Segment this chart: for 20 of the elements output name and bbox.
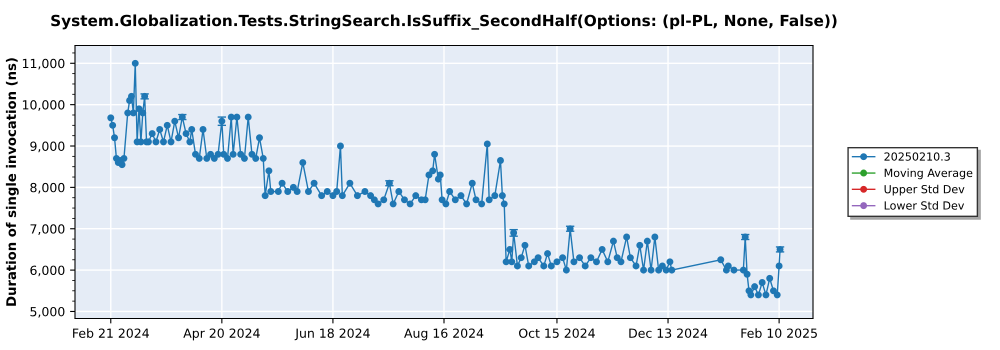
y-axis-title: Duration of single invocation (ns)	[6, 58, 19, 306]
y-tick-label: 7,000	[30, 224, 64, 235]
y-tick-label: 8,000	[30, 182, 64, 194]
y-tick-label: 10,000	[22, 100, 64, 111]
x-tick-label: Feb 10 2025	[741, 328, 817, 338]
x-tick-label: Dec 13 2024	[629, 328, 708, 338]
y-tick-label: 6,000	[30, 266, 64, 276]
y-tick-label: 5,000	[30, 306, 64, 318]
legend-label: Lower Std Dev	[884, 201, 964, 210]
x-tick-label: Jun 18 2024	[294, 328, 370, 340]
chart-title: System.Globalization.Tests.StringSearch.IsSuffix_SecondHalf(Options: (pl-PL, None, False))	[51, 14, 837, 30]
y-tick-label: 9,000	[30, 141, 64, 152]
x-tick-label: Oct 15 2024	[519, 328, 595, 338]
legend-label: 20250210.3	[884, 152, 950, 161]
x-tick-label: Apr 20 2024	[183, 328, 260, 340]
legend-label: Upper Std Dev	[884, 184, 964, 196]
legend-label: Moving Average	[884, 168, 972, 180]
y-tick-label: 11,000	[22, 58, 64, 70]
x-tick-label: Aug 16 2024	[404, 328, 484, 340]
x-tick-label: Feb 21 2024	[73, 328, 149, 338]
